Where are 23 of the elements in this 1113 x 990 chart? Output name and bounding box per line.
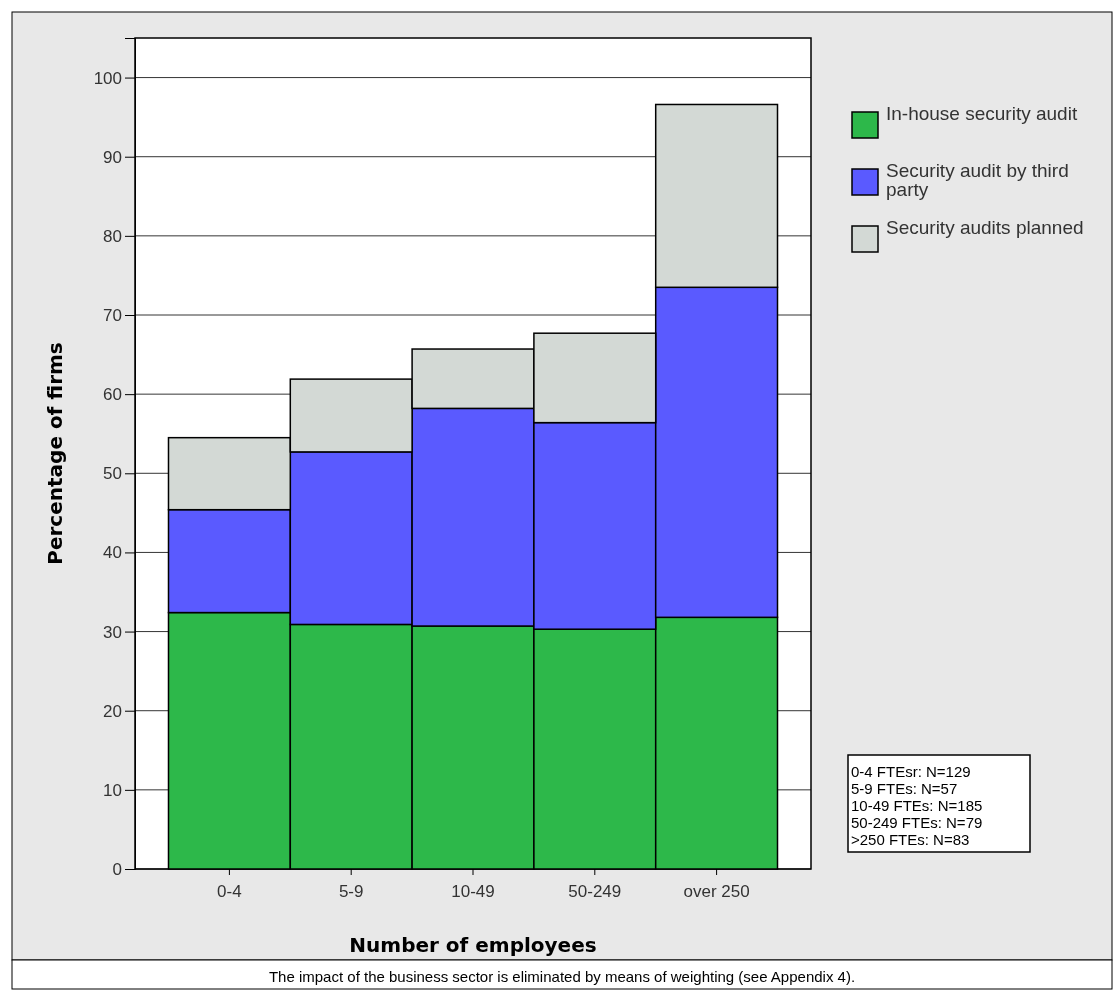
y-tick-label: 80 (103, 226, 122, 246)
legend-label: Security audit by third party (886, 160, 1069, 200)
y-tick-label: 100 (93, 68, 122, 88)
legend-label: In-house security audit (886, 103, 1078, 124)
y-tick-label: 70 (103, 305, 122, 325)
text: 0-4 FTEsr: N=129 5-9 FTEs: N=57 10-49 FTEs: N=185 50-249 FTEs: N=79 >250 FTEs: N=83 (851, 763, 983, 848)
y-tick-label: 0 (112, 859, 122, 879)
x-axis-title: Number of employees (349, 933, 597, 957)
y-tick-label: 60 (103, 385, 122, 405)
x-tick-label: 5-9 (338, 881, 364, 901)
x-tick-label: 10-49 (451, 881, 495, 901)
legend-label: Security audits planned (886, 217, 1084, 238)
x-tick-label: 50-249 (568, 881, 622, 901)
y-tick-label: 40 (103, 543, 122, 563)
y-tick-label: 20 (103, 701, 122, 721)
x-tick-label: 0-4 (217, 881, 242, 901)
y-tick-label: 50 (103, 464, 122, 484)
y-tick-label: 10 (103, 780, 122, 800)
y-tick-label: 30 (103, 622, 122, 642)
y-tick-label: 90 (103, 147, 122, 167)
y-axis-title: Percentage of firms (43, 342, 67, 565)
text: The impact of the business sector is eliminated by means of weighting (see Appendix 4). (268, 968, 856, 985)
x-tick-label: over 250 (683, 881, 750, 901)
